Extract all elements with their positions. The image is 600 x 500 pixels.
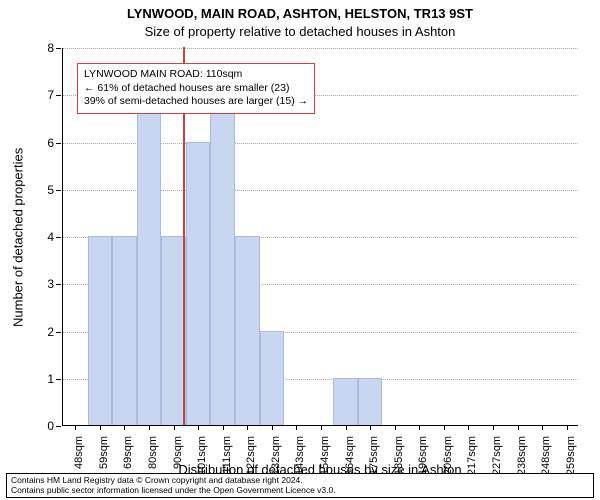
x-tick	[419, 425, 420, 430]
y-tick	[56, 48, 61, 49]
license-line1: Contains HM Land Registry data © Crown c…	[11, 475, 589, 486]
y-tick	[56, 237, 61, 238]
bar	[112, 236, 137, 425]
y-tick-label: 0	[47, 419, 54, 433]
y-tick	[56, 143, 61, 144]
bar	[235, 236, 260, 425]
callout-line2: ← 61% of detached houses are smaller (23…	[84, 82, 308, 96]
y-tick	[56, 332, 61, 333]
callout-box: LYNWOOD MAIN ROAD: 110sqm← 61% of detach…	[77, 63, 315, 114]
x-tick	[223, 425, 224, 430]
y-tick-label: 8	[47, 41, 54, 55]
bar	[88, 236, 113, 425]
x-tick	[124, 425, 125, 430]
bar	[186, 142, 211, 426]
x-tick	[149, 425, 150, 430]
x-tick	[272, 425, 273, 430]
x-tick	[567, 425, 568, 430]
x-tick	[296, 425, 297, 430]
x-tick	[518, 425, 519, 430]
chart-title-line2: Size of property relative to detached ho…	[0, 24, 600, 39]
gridline	[63, 48, 578, 49]
x-tick	[493, 425, 494, 430]
callout-line3: 39% of semi-detached houses are larger (…	[84, 95, 308, 109]
y-tick	[56, 190, 61, 191]
bar	[210, 94, 235, 425]
y-tick-label: 5	[47, 183, 54, 197]
x-tick	[542, 425, 543, 430]
y-tick-label: 2	[47, 325, 54, 339]
plot-area: 01234567848sqm59sqm69sqm80sqm90sqm101sqm…	[62, 48, 578, 426]
x-tick	[370, 425, 371, 430]
y-tick	[56, 284, 61, 285]
x-tick	[75, 425, 76, 430]
license-box: Contains HM Land Registry data © Crown c…	[6, 473, 594, 498]
callout-line1: LYNWOOD MAIN ROAD: 110sqm	[84, 68, 308, 82]
chart-title-line1: LYNWOOD, MAIN ROAD, ASHTON, HELSTON, TR1…	[0, 6, 600, 21]
bar	[358, 378, 383, 425]
y-axis-title: Number of detached properties	[10, 48, 26, 426]
x-tick	[174, 425, 175, 430]
y-tick	[56, 379, 61, 380]
y-tick-label: 1	[47, 372, 54, 386]
bar	[260, 331, 285, 426]
x-tick	[444, 425, 445, 430]
x-tick	[395, 425, 396, 430]
x-tick	[100, 425, 101, 430]
bar	[137, 94, 162, 425]
y-tick-label: 3	[47, 277, 54, 291]
x-tick	[468, 425, 469, 430]
bar	[333, 378, 358, 425]
x-tick	[321, 425, 322, 430]
x-tick	[346, 425, 347, 430]
chart-container: LYNWOOD, MAIN ROAD, ASHTON, HELSTON, TR1…	[0, 0, 600, 500]
y-tick-label: 4	[47, 230, 54, 244]
y-tick	[56, 95, 61, 96]
y-tick-label: 7	[47, 88, 54, 102]
y-tick	[56, 426, 61, 427]
x-tick	[247, 425, 248, 430]
x-tick	[198, 425, 199, 430]
y-tick-label: 6	[47, 136, 54, 150]
license-line2: Contains public sector information licen…	[11, 485, 589, 496]
